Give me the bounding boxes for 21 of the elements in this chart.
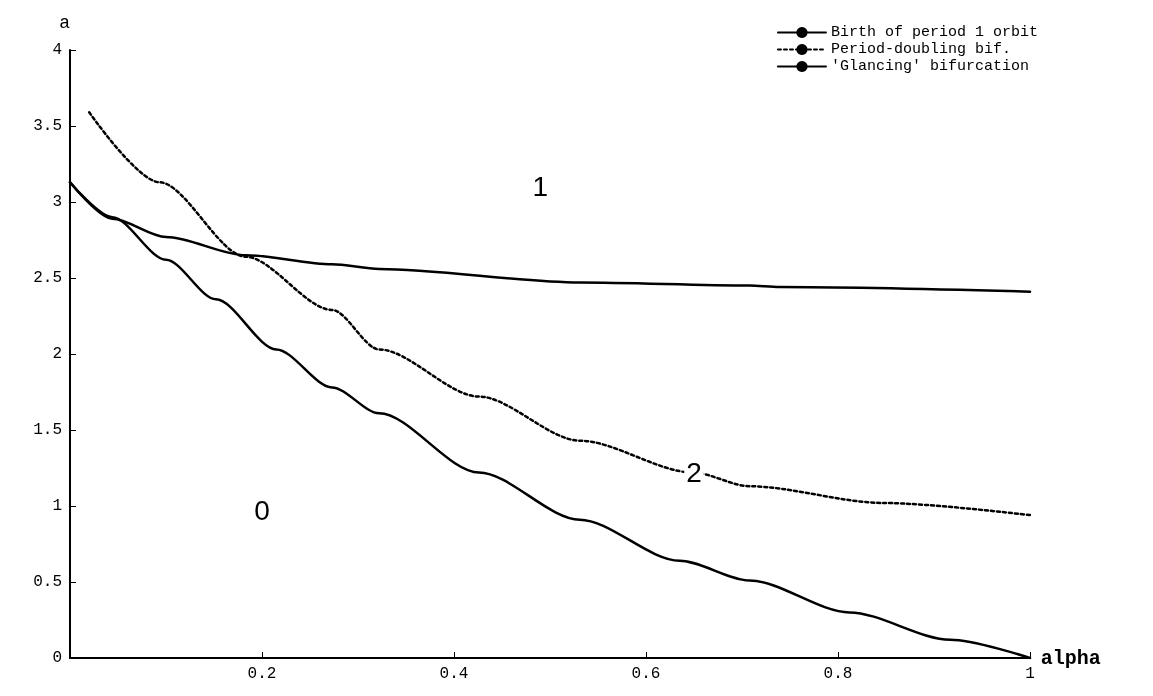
x-tick-label: 0.4 xyxy=(439,665,469,683)
x-tick-label: 1 xyxy=(1025,665,1035,683)
y-tick-label: 2.5 xyxy=(33,269,62,287)
y-tick-label: 1 xyxy=(52,497,62,515)
y-tick-label: 3 xyxy=(52,193,62,211)
legend-label: 'Glancing' bifurcation xyxy=(830,58,1030,75)
annotation: 1 xyxy=(532,171,549,203)
y-tick-label: 2 xyxy=(52,345,62,363)
legend-label: Period-doubling bif. xyxy=(830,41,1011,58)
y-tick-label: 0.5 xyxy=(33,573,62,591)
y-tick-label: 3.5 xyxy=(33,117,62,135)
x-tick-label: 0.8 xyxy=(823,665,853,683)
x-tick-label: 0.6 xyxy=(631,665,661,683)
y-tick-label: 0 xyxy=(52,649,62,667)
legend-label: Birth of period 1 orbit xyxy=(830,24,1039,41)
x-tick-label: 0.2 xyxy=(247,665,277,683)
y-tick-label: 4 xyxy=(52,41,62,59)
annotation: 0 xyxy=(254,495,270,527)
y-tick-label: 1.5 xyxy=(33,421,62,439)
x-axis-title: alpha xyxy=(1040,646,1101,670)
y-axis-title: a xyxy=(59,13,71,33)
